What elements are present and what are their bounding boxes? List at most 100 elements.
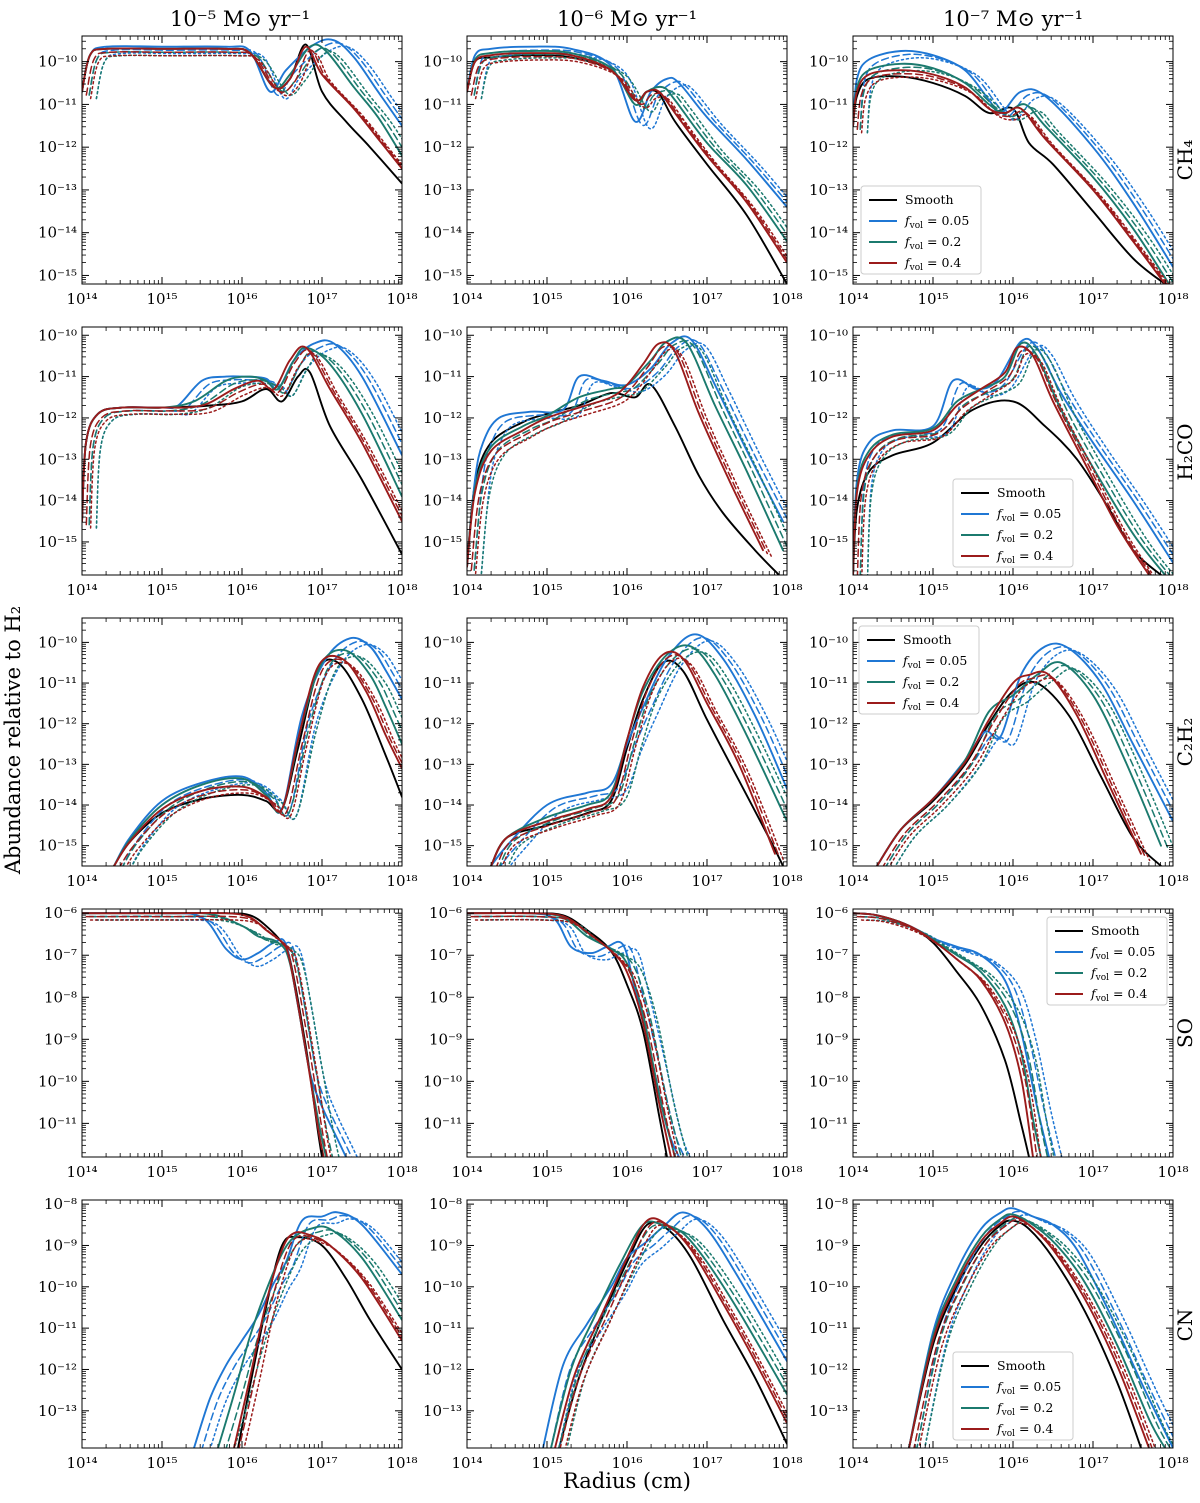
- x-axis-label: Radius (cm): [563, 1469, 691, 1493]
- x-tick-label: 10¹⁷: [306, 290, 337, 308]
- series-line-fvol-0-05-dotted: [558, 1218, 787, 1448]
- series-line-smooth-solid: [467, 383, 780, 575]
- legend-value: = 0.4: [1015, 548, 1053, 563]
- legend-f: f: [1090, 944, 1098, 959]
- x-tick-label: 10¹⁶: [226, 581, 257, 599]
- y-tick-label: 10⁻¹¹: [423, 674, 462, 692]
- series-line-fvol-0-4-solid: [113, 654, 402, 866]
- series-line-fvol-0-05-solid: [193, 1211, 402, 1448]
- x-tick-label: 10¹⁷: [1077, 1454, 1108, 1472]
- y-tick-label: 10⁻¹²: [423, 715, 462, 733]
- y-tick-label: 10⁻¹³: [423, 181, 462, 199]
- y-tick-label: 10⁻⁹: [44, 1030, 77, 1048]
- series-line-fvol-0-4-solid: [82, 911, 325, 1157]
- series-line-fvol-0-05-dashed: [473, 49, 787, 204]
- x-tick-label: 10¹⁶: [997, 290, 1028, 308]
- series-group: [82, 339, 402, 556]
- x-tick-label: 10¹⁴: [837, 1454, 868, 1472]
- legend-f: f: [1090, 965, 1098, 980]
- panel-5-2: 10¹⁴ 10¹⁵ 10¹⁶ 10¹⁷ 10¹⁸ 10⁻¹³ 10⁻¹² 10⁻¹¹ 10⁻¹⁰…: [423, 1195, 803, 1472]
- legend-label: fvol = 0.05: [1090, 944, 1155, 962]
- series-group: [908, 1207, 1173, 1448]
- y-tick-label: 10⁻¹²: [38, 409, 77, 427]
- legend-f: f: [904, 234, 912, 249]
- series-line-fvol-0-2-dotted: [131, 655, 402, 866]
- x-tick-label: 10¹⁴: [837, 290, 868, 308]
- legend-value: = 0.2: [1109, 965, 1147, 980]
- series-line-fvol-0-4-dotted: [89, 352, 402, 529]
- y-tick-label: 10⁻¹⁰: [809, 53, 848, 71]
- x-tick-label: 10¹⁸: [771, 1454, 802, 1472]
- x-tick-label: 10¹⁶: [611, 872, 642, 890]
- x-tick-label: 10¹⁴: [66, 1163, 97, 1181]
- series-line-fvol-0-4-dotted: [243, 1238, 402, 1448]
- series-line-fvol-0-2-solid: [217, 1225, 402, 1448]
- legend-label: fvol = 0.2: [1090, 965, 1147, 983]
- x-tick-label: 10¹⁸: [386, 581, 417, 599]
- legend-label: fvol = 0.05: [904, 213, 969, 231]
- legend-sub: vol: [1095, 994, 1110, 1004]
- series-line-fvol-0-05-dashed: [859, 53, 1173, 261]
- y-tick-label: 10⁻⁹: [815, 1030, 848, 1048]
- column-title-1: 10⁻⁵ M⊙ yr⁻¹: [170, 7, 310, 31]
- legend-sub: vol: [1001, 1387, 1016, 1397]
- legend-value: = 0.4: [921, 695, 959, 710]
- y-tick-label: 10⁻¹²: [809, 1360, 848, 1378]
- panel-1-1: 10¹⁴ 10¹⁵ 10¹⁶ 10¹⁷ 10¹⁸ 10⁻¹⁵ 10⁻¹⁴ 10⁻¹³ 10⁻¹²…: [38, 35, 418, 308]
- y-tick-label: 10⁻¹²: [423, 409, 462, 427]
- series-line-fvol-0-05-solid: [908, 1207, 1173, 1448]
- series-line-fvol-0-2-dashed: [885, 664, 1169, 866]
- series-group: [853, 337, 1173, 575]
- series-line-fvol-0-4-solid: [908, 1215, 1150, 1448]
- x-tick-label: 10¹⁵: [917, 872, 948, 890]
- panel-2-2: 10¹⁴ 10¹⁵ 10¹⁶ 10¹⁷ 10¹⁸ 10⁻¹⁵ 10⁻¹⁴ 10⁻¹³ 10⁻¹²…: [423, 326, 803, 599]
- y-tick-label: 10⁻¹⁵: [423, 533, 462, 551]
- series-line-fvol-0-4-dotted: [888, 677, 1151, 866]
- y-tick-label: 10⁻¹¹: [38, 1319, 77, 1337]
- series-line-fvol-0-2-dotted: [507, 651, 787, 866]
- legend-label: fvol = 0.05: [996, 1379, 1061, 1397]
- x-tick-label: 10¹⁸: [386, 290, 417, 308]
- y-tick-label: 10⁻¹⁰: [38, 1278, 77, 1296]
- series-line-fvol-0-2-dotted: [566, 1227, 787, 1448]
- panel-4-3: 10¹⁴ 10¹⁵ 10¹⁶ 10¹⁷ 10¹⁸ 10⁻¹¹ 10⁻¹⁰ 10⁻⁹ 10⁻⁸ 10…: [809, 904, 1189, 1181]
- series-line-fvol-0-2-dashed: [498, 647, 787, 866]
- y-tick-label: 10⁻⁹: [815, 1236, 848, 1254]
- y-tick-label: 10⁻¹³: [809, 1402, 848, 1420]
- y-tick-label: 10⁻¹⁰: [809, 633, 848, 651]
- y-tick-label: 10⁻¹⁴: [38, 796, 77, 814]
- x-tick-label: 10¹⁷: [1077, 290, 1108, 308]
- y-tick-label: 10⁻¹¹: [809, 368, 848, 386]
- series-line-fvol-0-2-solid: [853, 341, 1166, 575]
- series-line-fvol-0-05-solid: [490, 633, 787, 866]
- series-line-fvol-0-05-dotted: [95, 346, 402, 529]
- x-tick-label: 10¹⁶: [997, 581, 1028, 599]
- y-tick-label: 10⁻⁹: [44, 1236, 77, 1254]
- series-group: [853, 912, 1063, 1157]
- y-tick-label: 10⁻⁹: [429, 1030, 462, 1048]
- y-tick-label: 10⁻¹¹: [423, 95, 462, 113]
- legend-f: f: [1090, 986, 1098, 1001]
- y-tick-label: 10⁻¹³: [423, 755, 462, 773]
- panel-4-2: 10¹⁴ 10¹⁵ 10¹⁶ 10¹⁷ 10¹⁸ 10⁻¹¹ 10⁻¹⁰ 10⁻⁹ 10⁻⁸ 10…: [423, 904, 803, 1181]
- panel-frame: [81, 908, 403, 1158]
- series-group: [113, 636, 402, 866]
- y-tick-label: 10⁻¹⁴: [809, 492, 848, 510]
- y-tick-label: 10⁻⁷: [815, 946, 848, 964]
- panel-3-3: 10¹⁴ 10¹⁵ 10¹⁶ 10¹⁷ 10¹⁸ 10⁻¹⁵ 10⁻¹⁴ 10⁻¹³ 10⁻¹²…: [809, 617, 1189, 890]
- y-tick-label: 10⁻⁸: [44, 1195, 77, 1213]
- x-tick-label: 10¹⁵: [531, 581, 562, 599]
- y-tick-label: 10⁻¹²: [38, 715, 77, 733]
- series-line-fvol-0-05-dashed: [201, 1214, 402, 1448]
- series-line-fvol-0-4-dashed: [85, 349, 402, 526]
- x-tick-label: 10¹⁸: [771, 581, 802, 599]
- x-tick-label: 10¹⁷: [691, 1454, 722, 1472]
- y-tick-label: 10⁻¹³: [38, 181, 77, 199]
- series-line-fvol-0-4-dashed: [856, 349, 1153, 575]
- legend-label: Smooth: [903, 632, 952, 647]
- legend-value: = 0.4: [1109, 986, 1147, 1001]
- series-line-fvol-0-2-dotted: [866, 348, 1173, 575]
- series-line-fvol-0-4-solid: [82, 345, 402, 523]
